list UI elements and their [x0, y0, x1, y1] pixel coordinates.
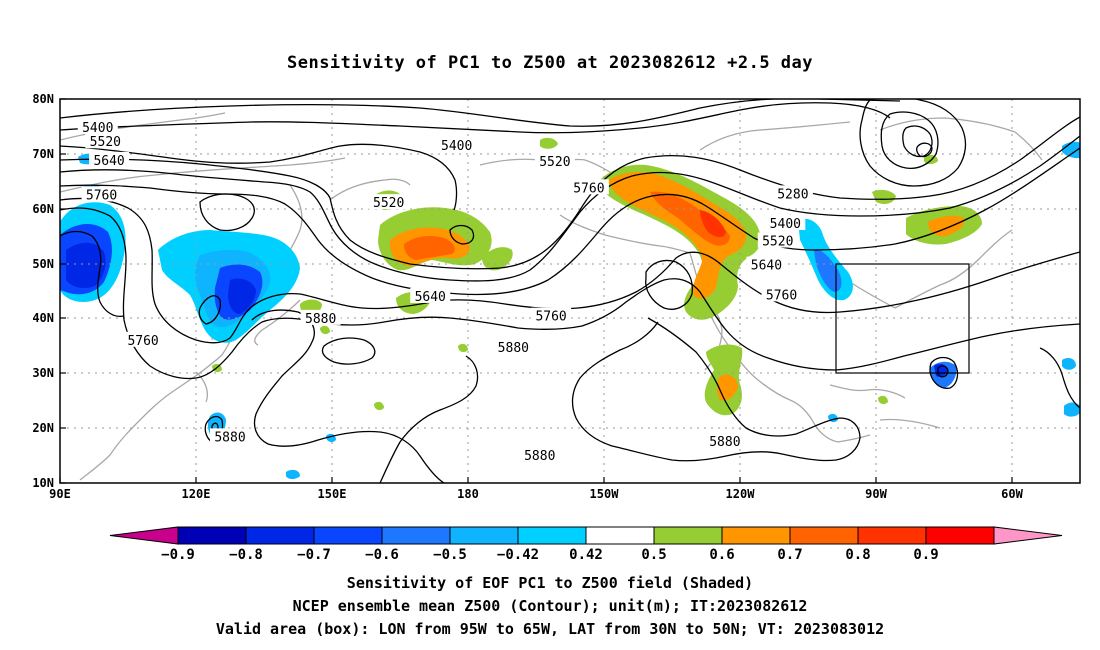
- contour-label: 5880: [524, 449, 555, 464]
- contour-label-bg: [85, 133, 126, 149]
- colorbar-tick-label: −0.5: [433, 547, 467, 563]
- lon-label: 90E: [49, 487, 71, 501]
- lat-label: 70N: [32, 147, 54, 161]
- colorbar-tick-label: 0.5: [641, 547, 666, 563]
- contour-label-bg: [300, 309, 341, 325]
- colorbar-tick-label: 0.42: [569, 547, 603, 563]
- contour-label: 5760: [127, 334, 158, 349]
- colorbar-tick-label: −0.8: [229, 547, 263, 563]
- lon-label: 120E: [182, 487, 211, 501]
- contour-label-bg: [77, 118, 118, 134]
- colorbar-segment: [177, 526, 247, 545]
- lon-label: 90W: [865, 487, 887, 501]
- colorbar-segment: [925, 526, 995, 545]
- sensitivity-shading: [60, 137, 1080, 479]
- contour-label-bg: [81, 186, 122, 202]
- contour-label-bg: [210, 428, 250, 444]
- contour-label-bg: [410, 287, 451, 303]
- contour-label-bg: [531, 307, 572, 323]
- colorbar-segment: [585, 526, 655, 545]
- contour-label: 5640: [415, 290, 446, 305]
- colorbar-segment: [721, 526, 791, 545]
- colorbar-low-arrow: [109, 526, 179, 545]
- contour-label: 5760: [86, 188, 117, 203]
- contour-label: 5520: [762, 235, 793, 250]
- contour-label: 5880: [214, 430, 245, 445]
- colorbar-tick-label: 0.8: [845, 547, 870, 563]
- lat-label: 50N: [32, 257, 54, 271]
- contour-label: 5880: [305, 312, 336, 327]
- colorbar-segment: [653, 526, 723, 545]
- colorbar-segment: [517, 526, 587, 545]
- valid-area-box: [835, 263, 970, 374]
- longitude-axis: 90E 120E 150E 180 150W 120W 90W 60W: [49, 487, 1023, 501]
- lat-label: 30N: [32, 366, 54, 380]
- contour-label: 5520: [90, 135, 121, 150]
- lat-label: 80N: [32, 92, 54, 106]
- contour-label-bg: [519, 447, 560, 463]
- contour-label-bg: [568, 179, 609, 195]
- colorbar-segment: [449, 526, 519, 545]
- lon-label: 180: [457, 487, 479, 501]
- lon-label: 60W: [1001, 487, 1023, 501]
- colorbar-tick-label: 0.6: [709, 547, 734, 563]
- contour-label-bg: [436, 137, 477, 153]
- colorbar: −0.9 −0.8 −0.7 −0.6 −0.5 −0.42 0.42 0.5 0.6 0.7 0.…: [109, 526, 1063, 563]
- caption-line-2: NCEP ensemble mean Z500 (Contour); unit(…: [293, 597, 808, 615]
- colorbar-segment: [313, 526, 383, 545]
- contour-label-bg: [368, 194, 409, 210]
- lon-label: 150W: [590, 487, 620, 501]
- lon-label: 120W: [726, 487, 756, 501]
- colorbar-tick-label: −0.9: [161, 547, 195, 563]
- contour-label: 5880: [709, 435, 740, 450]
- colorbar-high-arrow: [993, 526, 1063, 545]
- contour-label-bg: [534, 152, 575, 168]
- contour-label-bg: [765, 214, 806, 230]
- contour-label: 5280: [777, 187, 808, 202]
- colorbar-segment: [857, 526, 927, 545]
- contour-label-bg: [493, 338, 534, 354]
- contour-label: 5640: [93, 154, 124, 169]
- contour-label-bg: [89, 151, 130, 167]
- caption-line-3: Valid area (box): LON from 95W to 65W, L…: [216, 620, 884, 638]
- lat-label: 40N: [32, 311, 54, 325]
- colorbar-tick-label: 0.9: [913, 547, 938, 563]
- lat-label: 60N: [32, 202, 54, 216]
- lon-label: 150E: [318, 487, 347, 501]
- caption-line-1: Sensitivity of EOF PC1 to Z500 field (Sh…: [347, 574, 753, 592]
- colorbar-segment: [245, 526, 315, 545]
- contour-label: 5520: [539, 155, 570, 170]
- lat-label: 20N: [32, 421, 54, 435]
- contour-labels: 5400552056405760540055205640588057605880…: [77, 118, 813, 464]
- colorbar-segment: [789, 526, 859, 545]
- contour-label-bg: [704, 432, 745, 448]
- contour-label: 5400: [82, 121, 113, 136]
- colorbar-tick-label: −0.6: [365, 547, 399, 563]
- figure-title: Sensitivity of PC1 to Z500 at 2023082612…: [287, 53, 813, 73]
- colorbar-tick-label: −0.42: [497, 547, 539, 563]
- axis-ticks: [59, 98, 1013, 484]
- contour-label-bg: [772, 185, 813, 201]
- contour-label-bg: [746, 256, 787, 272]
- contour-label-bg: [757, 232, 798, 248]
- contour-label: 5760: [766, 288, 797, 303]
- colorbar-segment: [381, 526, 451, 545]
- contour-label: 5760: [573, 181, 604, 196]
- colorbar-tick-label: 0.7: [777, 547, 802, 563]
- contour-label: 5400: [770, 217, 801, 232]
- contour-label: 5880: [498, 341, 529, 356]
- contour-label-bg: [123, 331, 164, 347]
- contour-label: 5640: [751, 259, 782, 274]
- latitude-axis: 80N 70N 60N 50N 40N 30N 20N 10N: [32, 92, 54, 490]
- contour-label-bg: [761, 286, 802, 302]
- contour-label: 5520: [373, 196, 404, 211]
- colorbar-tick-label: −0.7: [297, 547, 331, 563]
- contour-label: 5760: [535, 310, 566, 325]
- lat-label: 10N: [32, 476, 54, 490]
- map-frame: [59, 98, 1081, 484]
- contour-label: 5400: [441, 139, 472, 154]
